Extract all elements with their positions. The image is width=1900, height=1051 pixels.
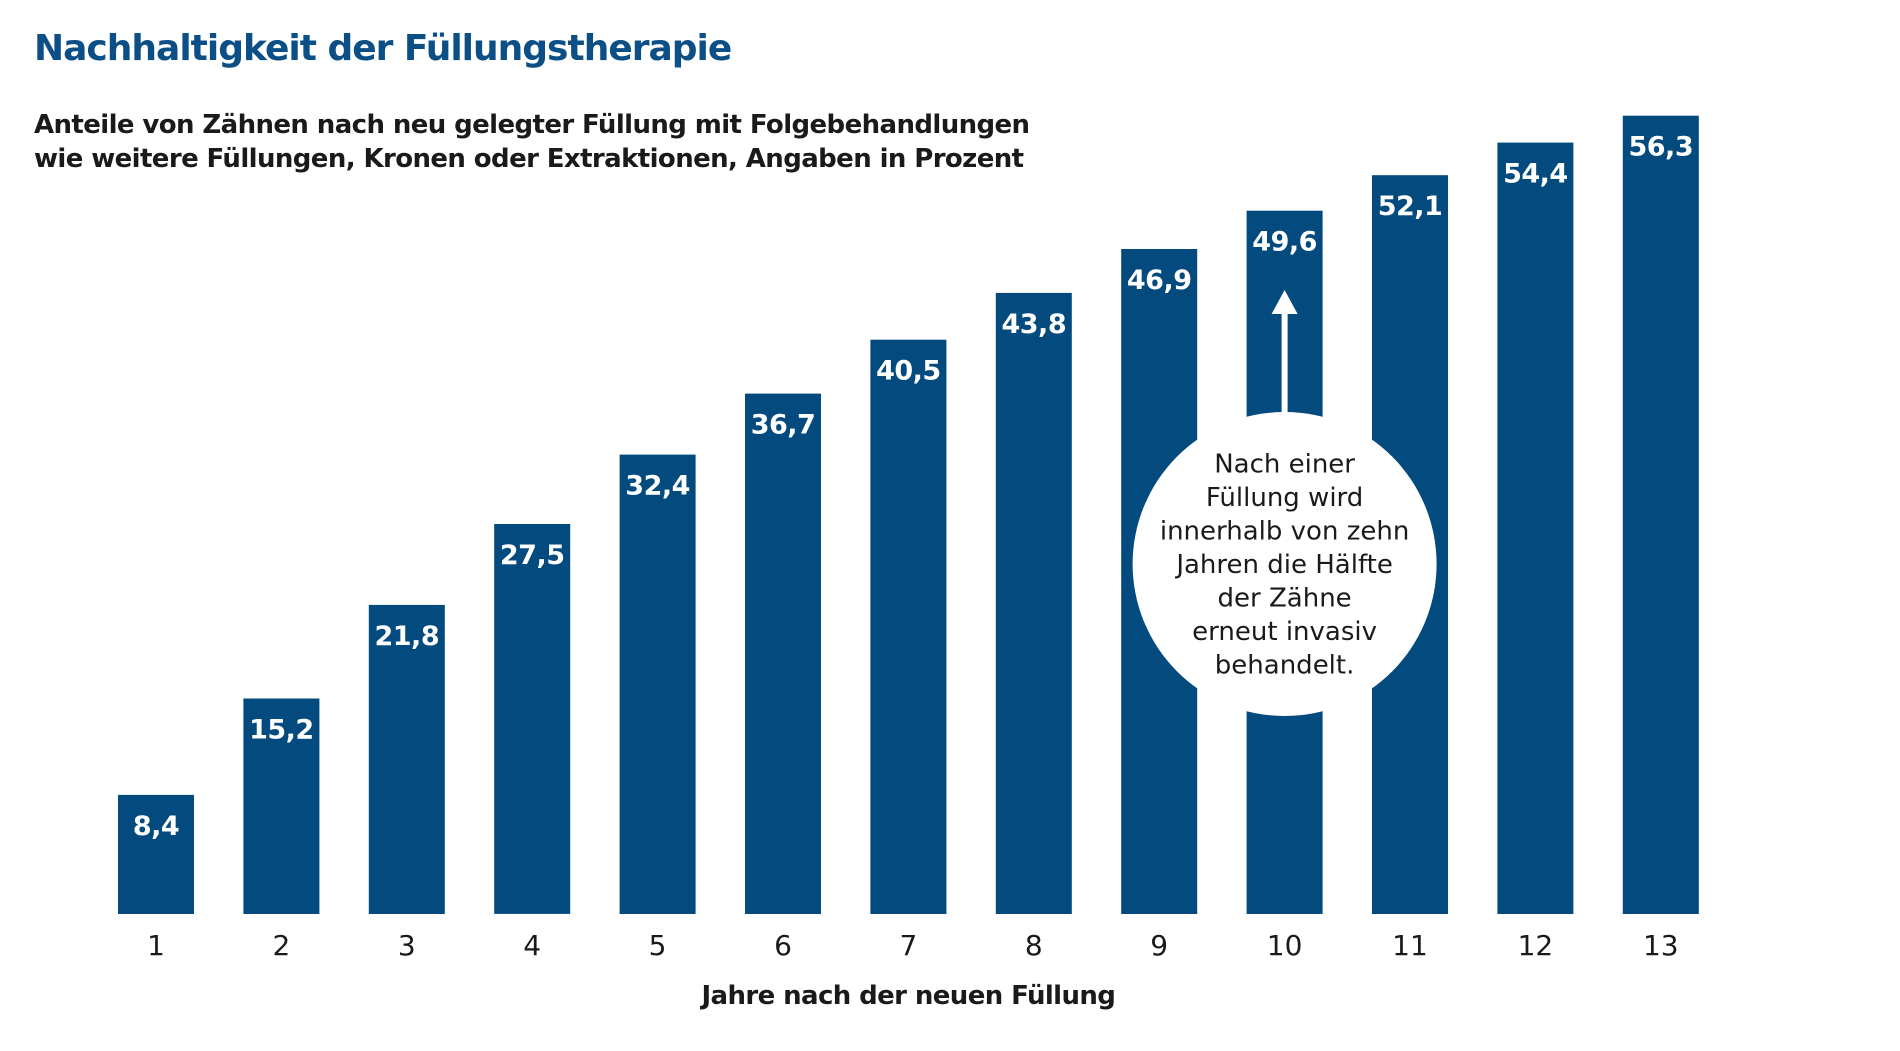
data-label-year-8: 43,8 — [1001, 309, 1066, 340]
annotation-text-line-3: innerhalb von zehn — [1160, 517, 1409, 547]
data-label-year-1: 8,4 — [133, 811, 179, 842]
x-tick-label-13: 13 — [1643, 929, 1679, 962]
chart-subtitle: Anteile von Zähnen nach neu gelegter Fül… — [34, 108, 1030, 176]
data-label-year-6: 36,7 — [751, 410, 816, 441]
bar-year-7 — [870, 339, 947, 914]
x-tick-label-3: 3 — [398, 929, 416, 962]
x-tick-label-1: 1 — [147, 929, 165, 962]
bar-year-4 — [494, 524, 571, 914]
subtitle-line-2: wie weitere Füllungen, Kronen oder Extra… — [34, 144, 1024, 174]
x-tick-label-10: 10 — [1267, 929, 1303, 962]
annotation-text-line-1: Nach einer — [1214, 450, 1355, 480]
annotation-circle — [1132, 412, 1437, 716]
bar-year-3 — [368, 604, 445, 914]
x-tick-label-12: 12 — [1518, 929, 1554, 962]
data-label-year-7: 40,5 — [876, 356, 941, 387]
x-tick-label-7: 7 — [899, 929, 917, 962]
x-axis-label: Jahre nach der neuen Füllung — [699, 981, 1115, 1011]
ticks-layer: 1 2 3 4 5 6 7 8 9 10 11 12 13 — [147, 929, 1679, 962]
x-tick-label-5: 5 — [649, 929, 667, 962]
data-label-year-4: 27,5 — [500, 540, 565, 571]
annotation-text-line-7: behandelt. — [1215, 651, 1355, 681]
bar-year-2 — [243, 698, 320, 914]
annotation-text-line-4: Jahren die Hälfte — [1174, 550, 1393, 580]
data-label-year-2: 15,2 — [249, 715, 314, 746]
x-tick-label-8: 8 — [1025, 929, 1043, 962]
data-label-year-12: 54,4 — [1503, 159, 1568, 190]
annotation-arrow-icon — [1271, 290, 1298, 314]
bar-year-12 — [1497, 142, 1574, 915]
x-tick-label-11: 11 — [1392, 929, 1428, 962]
x-tick-label-9: 9 — [1150, 929, 1168, 962]
subtitle-line-1: Anteile von Zähnen nach neu gelegter Fül… — [34, 110, 1030, 140]
data-label-year-13: 56,3 — [1628, 132, 1693, 163]
bar-year-13 — [1622, 115, 1699, 914]
data-label-year-3: 21,8 — [374, 621, 439, 652]
annotation-text-line-6: erneut invasiv — [1192, 617, 1377, 647]
chart-title: Nachhaltigkeit der Füllungstherapie — [34, 28, 732, 69]
bar-year-6 — [745, 393, 821, 915]
data-label-year-5: 32,4 — [625, 471, 690, 502]
x-tick-label-4: 4 — [523, 929, 541, 962]
bars-layer: 8,4 15,2 21,8 27,5 32,4 36,7 40,5 43,8 46,9 49,6 5… — [118, 115, 1699, 915]
x-tick-label-6: 6 — [774, 929, 792, 962]
bar-year-8 — [995, 292, 1072, 914]
annotation-text-line-5: der Zähne — [1218, 584, 1352, 614]
data-label-year-11: 52,1 — [1378, 191, 1443, 222]
data-label-year-10: 49,6 — [1252, 227, 1317, 258]
bar-year-5 — [619, 454, 696, 914]
annotation-text-line-2: Füllung wird — [1206, 483, 1363, 513]
bar-year-1 — [118, 794, 194, 914]
x-tick-label-2: 2 — [272, 929, 290, 962]
data-label-year-9: 46,9 — [1127, 265, 1192, 296]
